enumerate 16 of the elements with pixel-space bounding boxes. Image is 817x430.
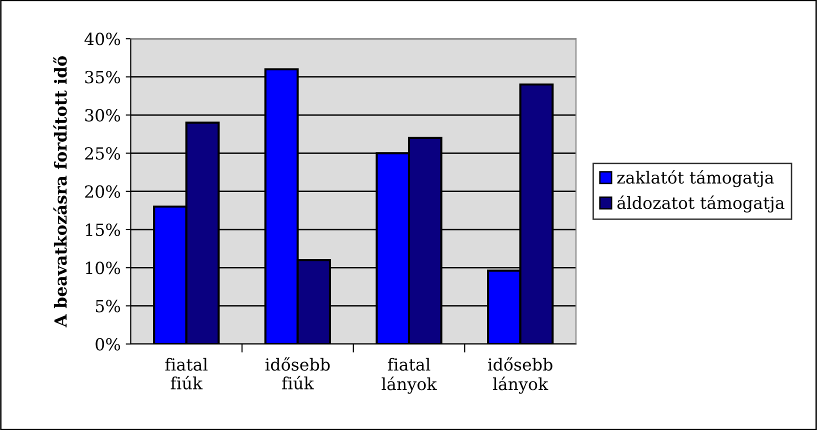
x-tick-label: idősebb fiúk [265,357,330,390]
y-axis-title: A beavatkozásra fordított idő [53,56,67,328]
y-tick-label: 20% [85,185,120,198]
legend-label: áldozatot támogatja [617,196,784,213]
y-tick-label: 10% [86,262,120,274]
y-tick-label: 35% [85,70,120,84]
y-tick-label: 40% [84,32,120,46]
y-tick-label: 15% [86,223,120,236]
y-tick-label: 5% [96,300,120,312]
legend-label: zaklatót támogatja [617,170,774,188]
x-tick-label: fiatal fiúk [165,358,208,390]
y-tick-label: 30% [85,108,120,122]
x-tick-label: idősebb lányok [488,357,552,394]
x-tick-label: fiatal lányok [382,358,437,394]
y-tick-label: 0% [96,338,120,351]
y-tick-label: 25% [85,147,120,160]
